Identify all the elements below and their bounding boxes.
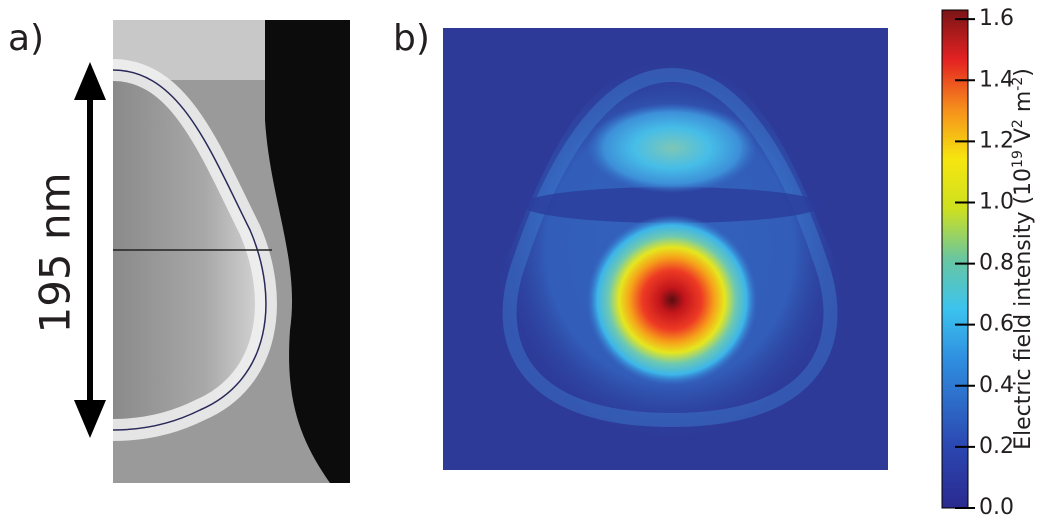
label-part: 19: [1010, 150, 1026, 168]
tick-label: 1.4: [979, 67, 1014, 92]
tick-label: 0.6: [979, 312, 1014, 337]
label-part: Electric field intensity (10: [1011, 168, 1036, 450]
panel-label: b): [393, 18, 430, 59]
field-map: [443, 28, 888, 470]
label-part: m: [1011, 91, 1036, 119]
scale-annotation: 195 nm: [31, 172, 80, 333]
label-part: -2: [1010, 77, 1026, 91]
colorbar: [942, 10, 968, 508]
tick-label: 0.4: [979, 373, 1014, 398]
panel-label: a): [8, 18, 44, 59]
tick-label: 0.2: [979, 434, 1014, 459]
sem-image: [113, 20, 350, 483]
figure: a) 195 nm b) 0.0 0.2 0.4 0.6 0.8 1.0 1.2 1.4 1.6…: [0, 0, 1042, 518]
tick-label: 1.6: [979, 6, 1014, 31]
tick-label: 0.0: [979, 495, 1014, 518]
label-part: 2: [1010, 119, 1026, 128]
label-part: V: [1011, 128, 1036, 150]
tick-label: 1.2: [979, 128, 1014, 153]
tick-label: 0.8: [979, 251, 1014, 276]
label-part: ): [1011, 68, 1036, 77]
colorbar-label: Electric field intensity (1019 V2 m-2): [1010, 68, 1036, 450]
tick-label: 1.0: [979, 189, 1014, 214]
